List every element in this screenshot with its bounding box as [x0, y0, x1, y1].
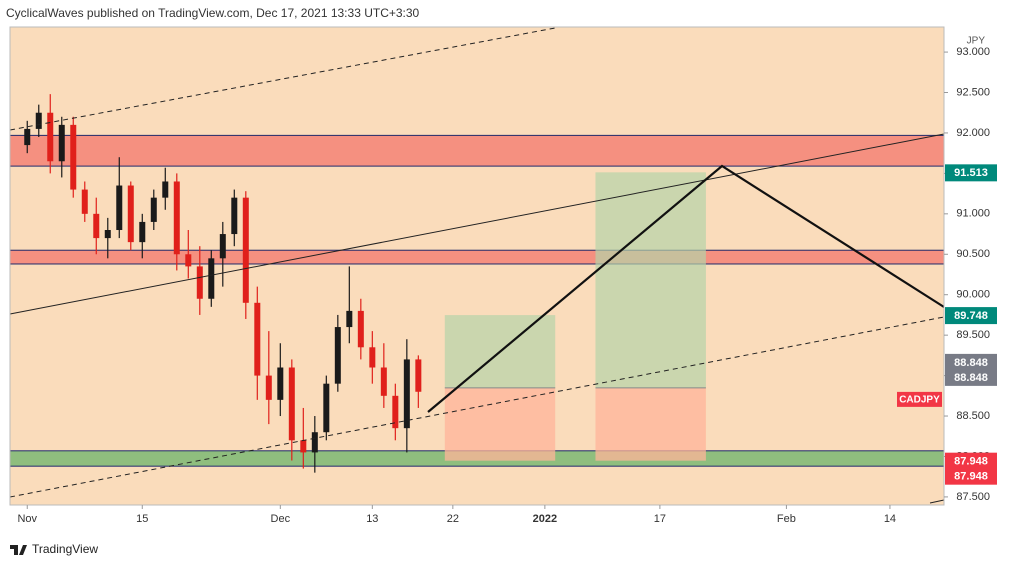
candle-body [35, 112, 42, 129]
candle-body [196, 266, 203, 299]
x-tick-label: 22 [447, 513, 459, 525]
candle-body [208, 258, 215, 299]
candle-body [185, 254, 192, 267]
price-label: 87.948 [954, 456, 988, 468]
y-tick-label: 90.500 [956, 248, 990, 260]
y-tick-label: 88.500 [956, 410, 990, 422]
candle-body [369, 347, 376, 368]
x-tick-label: Dec [271, 513, 291, 525]
candle-body [415, 359, 422, 392]
currency: JPY [967, 36, 986, 47]
price-label-box [945, 452, 997, 485]
channel-lower [9, 316, 945, 498]
position-target [595, 172, 706, 388]
position-stop [595, 387, 706, 461]
trend-line [9, 133, 945, 315]
candle-body [277, 367, 284, 400]
trend-stub [929, 499, 945, 504]
x-tick-label: Nov [17, 513, 37, 525]
candle-body [392, 395, 399, 429]
x-tick-label: 13 [366, 513, 378, 525]
x-tick-label: 2022 [533, 513, 557, 525]
price-label: 88.848 [954, 372, 988, 384]
projection-path [427, 164, 945, 413]
y-tick-label: 87.500 [956, 491, 990, 503]
candle-body [104, 230, 111, 239]
x-tick-label: 14 [884, 513, 896, 525]
symbol: CADJPY [899, 395, 940, 406]
candle-body [162, 181, 169, 198]
y-tick-label: 93.000 [956, 46, 990, 58]
candle-body [323, 383, 330, 433]
candle-body [139, 221, 146, 243]
candle-body [116, 185, 123, 231]
brand: TradingView [32, 542, 98, 556]
candle-body [380, 367, 387, 396]
candle-body [24, 128, 31, 146]
y-tick-label: 92.500 [956, 86, 990, 98]
price-label-box [945, 353, 997, 386]
candle-body [357, 310, 364, 348]
y-tick-label: 92.000 [956, 127, 990, 139]
candle-body [47, 112, 54, 162]
candle-body [334, 327, 341, 384]
candle-body [242, 197, 249, 303]
price-label-box [945, 164, 997, 182]
candle-body [150, 197, 157, 222]
channel-upper [9, 27, 556, 131]
brand-logo [10, 545, 27, 555]
candle-body [311, 432, 318, 453]
price-label: 89.748 [954, 310, 988, 322]
candle-body [300, 440, 307, 453]
candle-body [265, 375, 272, 400]
price-label: 91.513 [954, 167, 988, 179]
plot-border [9, 26, 945, 506]
candle-body [219, 234, 226, 259]
candle-body [70, 124, 77, 190]
candle-body [403, 359, 410, 429]
price-label: 88.848 [954, 357, 988, 369]
zone [9, 134, 945, 167]
candle-body [127, 185, 134, 243]
candle-body [58, 124, 65, 162]
y-tick-label: 91.000 [956, 208, 990, 220]
candle-body [173, 181, 180, 255]
x-tick-label: Feb [777, 513, 796, 525]
position-stop [444, 387, 556, 461]
symbol-box [897, 391, 942, 407]
candle-body [93, 213, 100, 239]
y-tick-label: 90.000 [956, 289, 990, 301]
candle-body [231, 197, 238, 235]
candle-body [346, 310, 353, 328]
x-tick-label: 17 [654, 513, 666, 525]
x-tick-label: 15 [136, 513, 148, 525]
price-label-box [945, 307, 997, 325]
candle-body [288, 367, 295, 441]
y-tick-label: 89.500 [956, 329, 990, 341]
zone [9, 249, 945, 265]
price-label: 87.948 [954, 471, 988, 483]
header: CyclicalWaves published on TradingView.c… [6, 6, 420, 20]
candle-body [81, 189, 88, 214]
candle-body [254, 302, 261, 376]
